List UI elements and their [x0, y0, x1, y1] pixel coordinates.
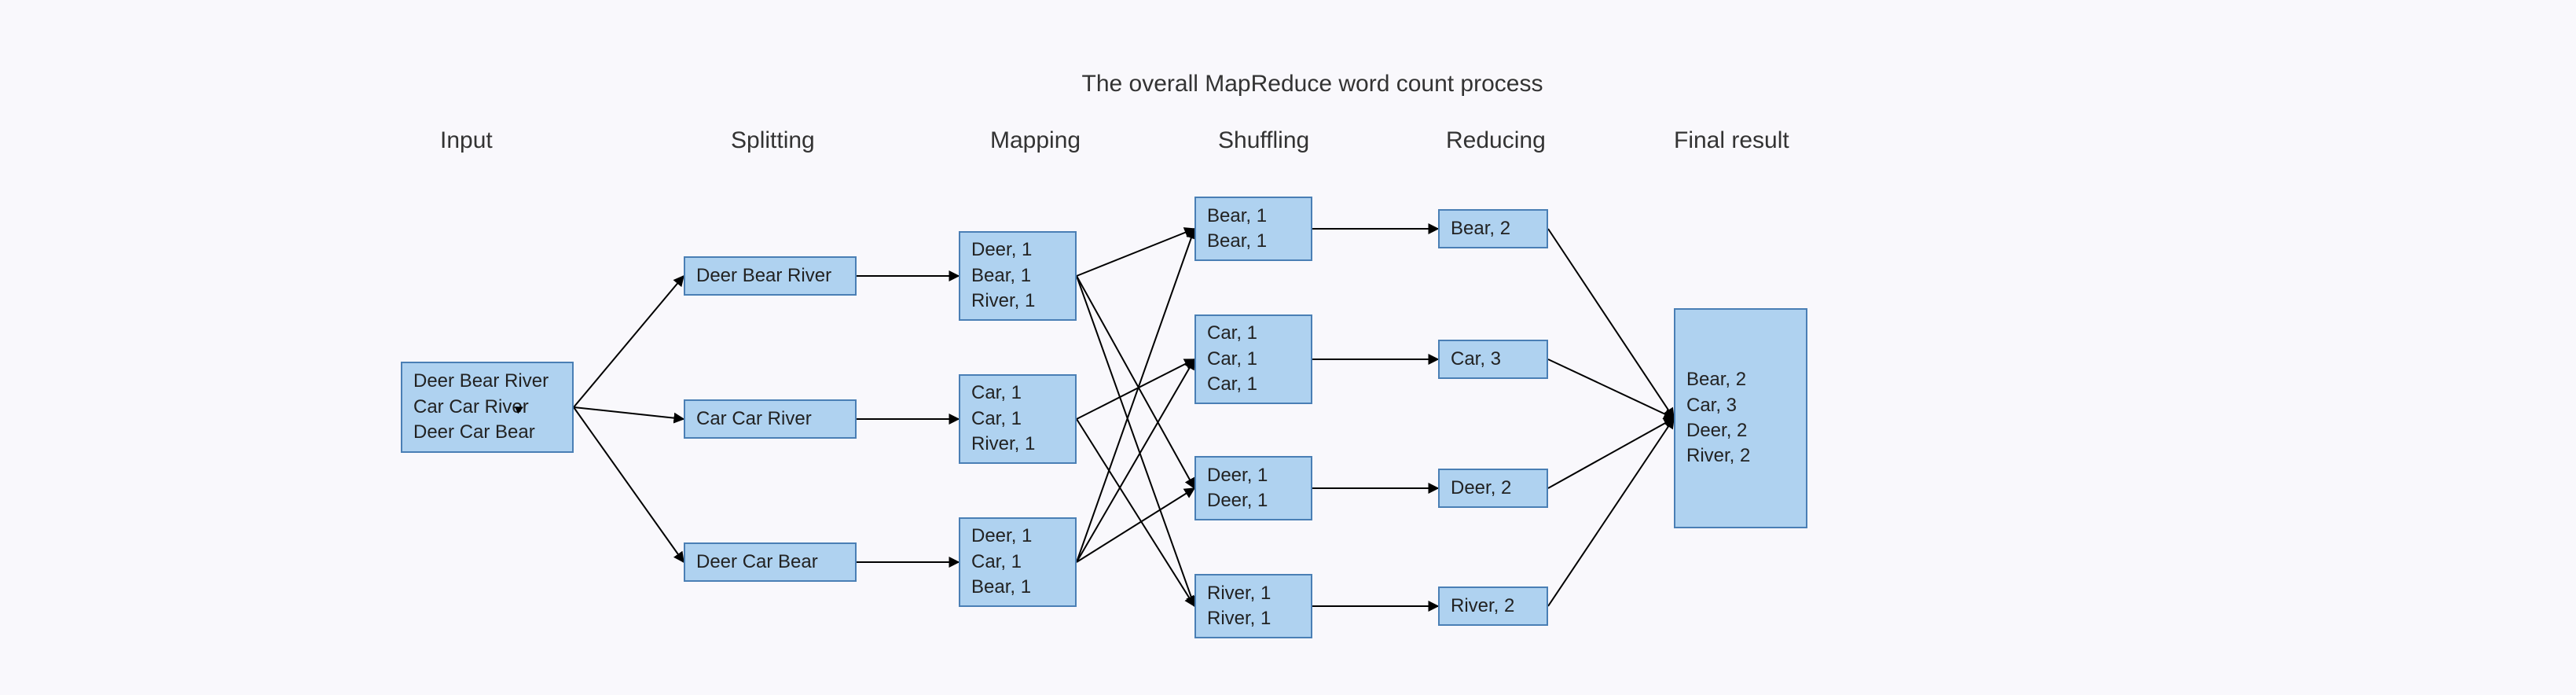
node-sf2: Car, 1 Car, 1 Car, 1 — [1194, 314, 1312, 404]
node-mp3: Deer, 1 Car, 1 Bear, 1 — [959, 517, 1077, 607]
edge-in-sp2 — [574, 407, 684, 419]
stage-label-s2: Mapping — [990, 127, 1081, 154]
edge-rd1-out — [1548, 229, 1674, 418]
stage-label-s3: Shuffling — [1218, 127, 1309, 154]
node-sp1: Deer Bear River — [684, 256, 857, 296]
stage-label-s4: Reducing — [1446, 127, 1546, 154]
edge-mp2-sf2 — [1077, 359, 1194, 419]
edge-rd4-out — [1548, 418, 1674, 606]
node-sp2: Car Car River — [684, 399, 857, 439]
edge-in-sp3 — [574, 407, 684, 562]
stage-label-s5: Final result — [1674, 127, 1789, 154]
edge-mp3-sf2 — [1077, 359, 1194, 562]
edge-rd3-out — [1548, 418, 1674, 488]
node-sf3: Deer, 1 Deer, 1 — [1194, 456, 1312, 520]
node-rd1: Bear, 2 — [1438, 209, 1548, 248]
node-sf1: Bear, 1 Bear, 1 — [1194, 197, 1312, 261]
edge-mp2-sf4 — [1077, 419, 1194, 606]
edge-rd2-out — [1548, 359, 1674, 418]
node-rd3: Deer, 2 — [1438, 469, 1548, 508]
stage-label-s1: Splitting — [731, 127, 815, 154]
stage-label-s0: Input — [440, 127, 493, 154]
edge-in-sp1 — [574, 276, 684, 407]
node-rd4: River, 2 — [1438, 587, 1548, 626]
edge-mp1-sf3 — [1077, 276, 1194, 488]
node-in: Deer Bear River Car Car River Deer Car B… — [401, 362, 574, 453]
node-rd2: Car, 3 — [1438, 340, 1548, 379]
node-mp1: Deer, 1 Bear, 1 River, 1 — [959, 231, 1077, 321]
node-out: Bear, 2 Car, 3 Deer, 2 River, 2 — [1674, 308, 1807, 528]
edges-layer — [409, 71, 2216, 668]
edge-mp1-sf1 — [1077, 229, 1194, 276]
edge-mp1-sf4 — [1077, 276, 1194, 606]
edge-mp3-sf1 — [1077, 229, 1194, 562]
edge-mp3-sf3 — [1077, 488, 1194, 562]
node-sp3: Deer Car Bear — [684, 542, 857, 582]
mapreduce-diagram: The overall MapReduce word count process… — [409, 71, 2216, 668]
diagram-title: The overall MapReduce word count process — [1082, 71, 1543, 97]
node-mp2: Car, 1 Car, 1 River, 1 — [959, 374, 1077, 464]
node-sf4: River, 1 River, 1 — [1194, 574, 1312, 638]
